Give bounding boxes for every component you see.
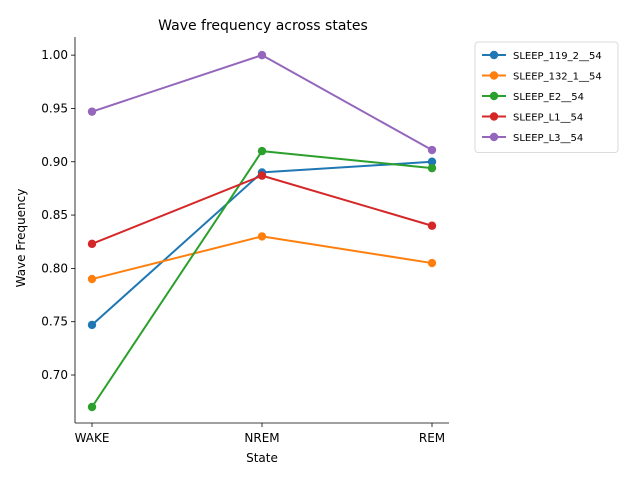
legend-marker — [489, 132, 499, 142]
y-tick-label: 1.00 — [41, 48, 68, 62]
legend-marker — [489, 91, 499, 101]
x-tick-label: REM — [419, 431, 445, 445]
data-point — [257, 232, 267, 241]
chart-title: Wave frequency across states — [158, 18, 368, 34]
legend-item: SLEEP_E2__54 — [482, 91, 584, 103]
y-tick-label: 0.80 — [41, 261, 68, 275]
data-point — [87, 274, 97, 284]
legend-item: SLEEP_L1__54 — [482, 112, 583, 124]
legend-marker — [489, 112, 499, 121]
data-point — [427, 145, 437, 155]
legend-marker — [489, 50, 499, 60]
x-axis-label: State — [246, 451, 278, 465]
legend-item: SLEEP_132_1__54 — [482, 71, 602, 83]
legend-label: SLEEP_L1__54 — [513, 113, 583, 124]
y-tick-label: 0.85 — [41, 208, 68, 222]
legend-label: SLEEP_L3__54 — [513, 133, 583, 144]
data-point — [87, 402, 97, 412]
y-tick-label: 0.95 — [41, 101, 68, 115]
data-point — [257, 146, 267, 156]
data-point — [87, 107, 97, 116]
data-point — [257, 171, 267, 180]
data-point — [87, 239, 97, 249]
x-tick-label: WAKE — [75, 431, 110, 445]
legend-label: SLEEP_E2__54 — [513, 92, 584, 103]
series-SLEEP_L3__54 — [87, 50, 437, 155]
plot-area — [87, 50, 437, 412]
series-SLEEP_E2__54 — [87, 146, 437, 412]
y-tick-label: 0.90 — [41, 155, 68, 169]
data-point — [257, 50, 267, 60]
y-axis: 0.70 0.75 0.80 0.85 0.90 0.95 1.00 — [41, 37, 76, 423]
legend-label: SLEEP_132_1__54 — [513, 72, 602, 83]
data-point — [427, 258, 437, 268]
legend-item: SLEEP_119_2__54 — [482, 50, 602, 62]
data-point — [427, 221, 437, 230]
series-SLEEP_119_2__54 — [87, 157, 437, 330]
series-line — [91, 235, 433, 281]
x-axis: WAKE NREM REM — [75, 422, 449, 445]
y-tick-label: 0.70 — [41, 368, 68, 382]
x-tick-label: NREM — [244, 431, 279, 445]
legend-item: SLEEP_L3__54 — [482, 132, 583, 144]
series-line — [91, 54, 433, 151]
data-point — [427, 157, 437, 166]
series-line — [91, 160, 433, 326]
y-tick-label: 0.75 — [41, 315, 68, 329]
series-SLEEP_132_1__54 — [87, 232, 437, 284]
legend-label: SLEEP_119_2__54 — [513, 51, 602, 62]
series-SLEEP_L1__54 — [87, 171, 437, 249]
y-axis-label: Wave Frequency — [14, 189, 28, 288]
legend-box — [474, 41, 619, 153]
legend: SLEEP_119_2__54 SLEEP_132_1__54 SLEEP_E2__… — [474, 41, 619, 153]
data-point — [87, 320, 97, 330]
data-point — [427, 163, 437, 173]
legend-marker — [489, 71, 499, 80]
